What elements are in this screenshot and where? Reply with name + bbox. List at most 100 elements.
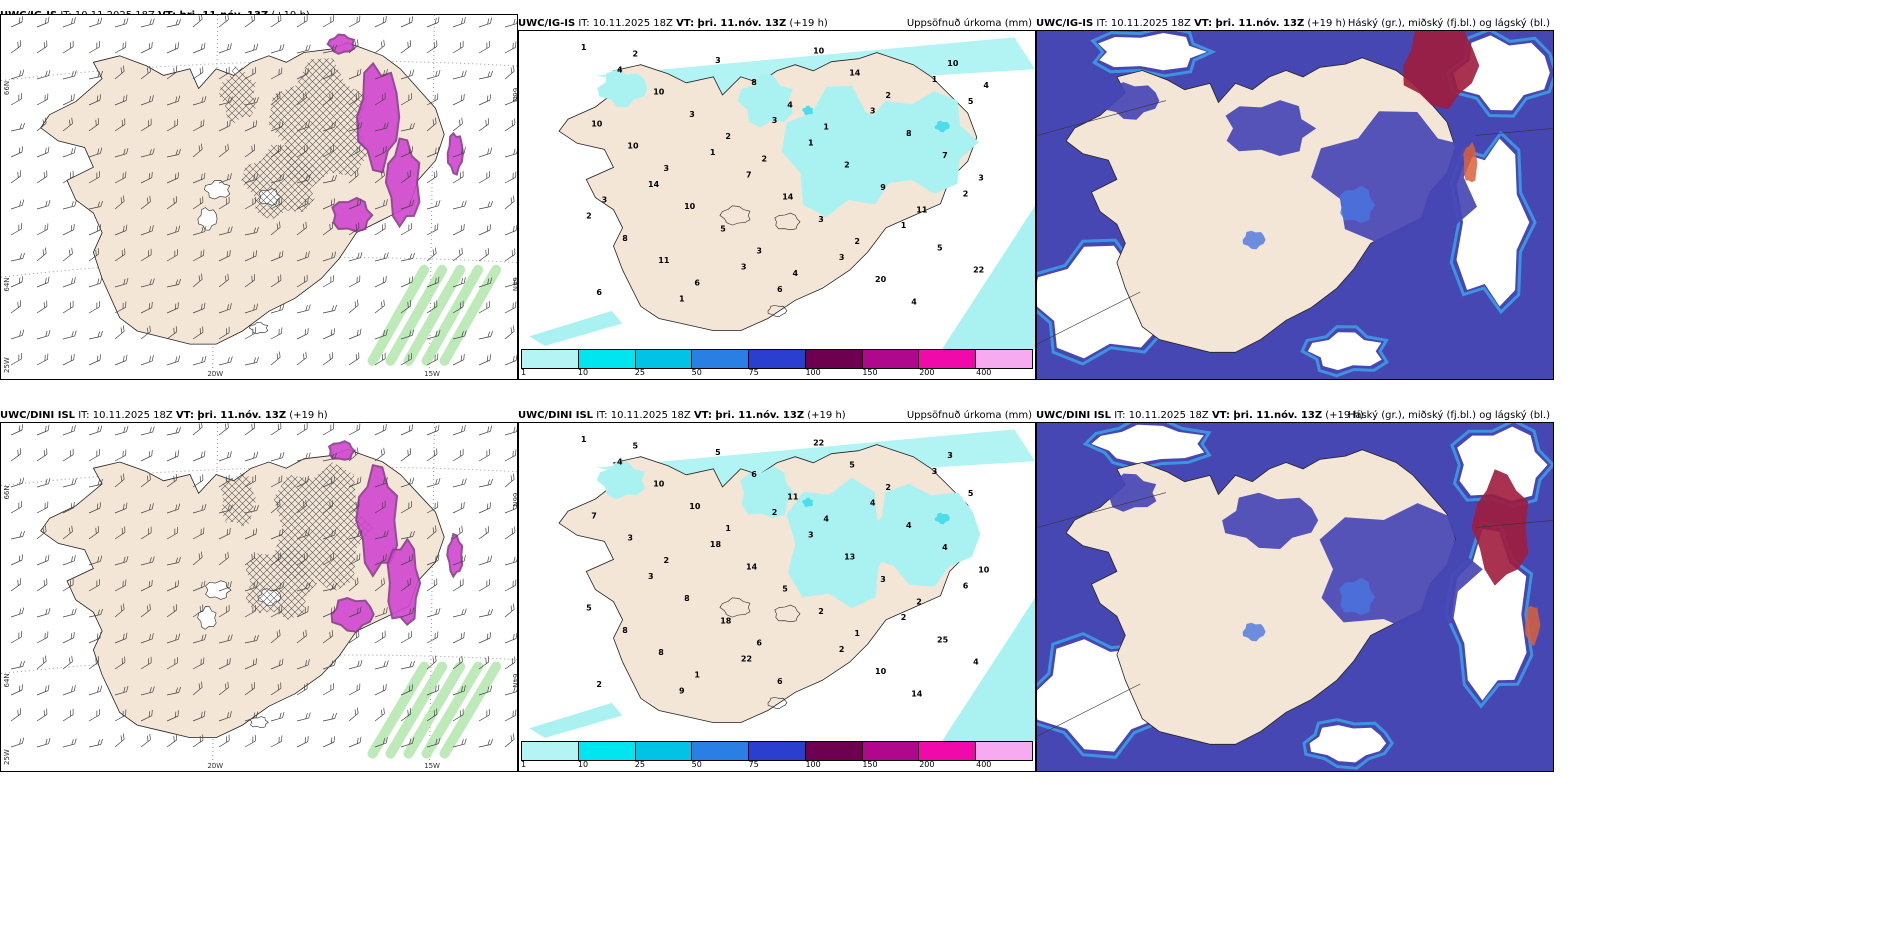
wind-barb — [166, 657, 178, 670]
low-cloud-land — [1100, 473, 1157, 512]
wind-barb — [270, 197, 283, 210]
wind-barb — [322, 712, 337, 722]
precip-value: 6 — [777, 677, 783, 686]
wind-barb — [426, 16, 440, 28]
axis-label: 66N — [511, 88, 517, 102]
wind-barb — [270, 499, 281, 514]
wind-barb — [426, 477, 441, 488]
wind-barb — [10, 122, 25, 132]
wind-barb — [244, 226, 259, 236]
precip-value: 10 — [689, 502, 701, 511]
wind-barb — [114, 733, 125, 748]
wind-barb — [374, 39, 385, 54]
wind-barb — [426, 554, 440, 566]
snow-area — [355, 61, 401, 174]
wind-barb — [192, 42, 206, 54]
wind-barb — [114, 248, 126, 262]
wind-barb — [270, 605, 283, 618]
wind-barb — [140, 503, 154, 514]
wind-barb — [296, 221, 307, 236]
precip-value: 1 — [694, 670, 700, 679]
wind-barb — [114, 118, 126, 132]
wind-barb — [218, 551, 229, 566]
wind-barb — [348, 500, 360, 514]
rain-streak — [367, 661, 430, 759]
wind-barb — [88, 70, 103, 80]
wind-barb — [400, 554, 414, 566]
precip-value: 4 — [906, 521, 912, 530]
rain-streak — [403, 661, 466, 759]
wind-barb — [504, 94, 517, 106]
wind-barb — [218, 43, 232, 54]
wind-barb — [270, 91, 281, 106]
wind-barb — [140, 225, 154, 236]
high-cloud — [1471, 469, 1529, 586]
wind-barb — [140, 148, 155, 158]
wind-barb — [10, 276, 24, 288]
precip-area — [737, 74, 793, 128]
wind-barb — [36, 708, 48, 722]
wind-barb — [166, 686, 181, 696]
wind-barb — [270, 351, 281, 366]
wind-barb — [296, 251, 310, 262]
wind-barb — [166, 148, 181, 158]
wind-barb — [36, 276, 50, 288]
wind-barb — [218, 119, 231, 132]
wind-barb — [10, 737, 25, 748]
precip-value: 7 — [942, 151, 948, 160]
axis-label: 64N — [3, 277, 11, 291]
precip-area — [865, 483, 981, 587]
precip-value: 22 — [813, 438, 824, 447]
wind-barb — [322, 476, 336, 488]
wind-barb — [452, 170, 464, 184]
wind-barb — [374, 329, 388, 340]
wind-barb — [10, 223, 22, 236]
wind-barb — [218, 15, 229, 28]
wind-barb — [270, 581, 285, 592]
legend-swatch — [805, 350, 863, 368]
map-frame: 20W 15W 66N 64N 25W 66N 64N — [0, 422, 518, 772]
legend-tick: 200 — [919, 368, 935, 377]
precip-value: 9 — [679, 686, 685, 695]
wind-barb — [270, 629, 281, 644]
wind-barb — [374, 275, 387, 288]
graticule — [1475, 128, 1553, 136]
init-time: IT: 10.11.2025 18Z — [1114, 410, 1209, 421]
wind-barb — [478, 354, 492, 366]
wind-barb — [192, 302, 206, 314]
wind-barb — [166, 580, 180, 592]
precip-value: 4 — [617, 65, 623, 74]
wind-barb — [62, 578, 74, 592]
wind-barb — [270, 303, 285, 314]
glacier — [204, 179, 231, 200]
precip-value: 18 — [710, 540, 722, 549]
axis-label: 25W — [3, 357, 11, 373]
wind-barb — [140, 556, 155, 566]
wind-barb — [244, 423, 256, 436]
legend-swatch — [522, 742, 579, 760]
wind-barb — [374, 423, 387, 436]
wind-barb — [244, 528, 258, 540]
model-name: UWC/DINI ISL — [518, 410, 594, 421]
wind-barb — [296, 529, 310, 540]
wind-barb — [114, 171, 127, 184]
panel-title: Háský (gr.), miðský (fj.bl.) og lágský (… — [1347, 410, 1550, 421]
wind-barb — [478, 277, 493, 288]
panel-header: UWC/DINI ISL IT: 10.11.2025 18Z VT: þri.… — [1036, 408, 1554, 424]
precip-value: 4 — [870, 499, 876, 508]
wind-barb — [88, 171, 100, 184]
wind-barb — [244, 250, 258, 262]
precip-value: 2 — [586, 212, 592, 221]
precip-value: 10 — [813, 46, 825, 55]
wind-barb — [10, 660, 25, 670]
wind-barb — [62, 93, 75, 106]
wind-barb — [452, 608, 467, 618]
wind-barb — [114, 224, 128, 236]
wind-barb — [36, 477, 51, 488]
wind-barb — [504, 224, 517, 236]
wind-barb — [10, 530, 25, 540]
wind-barb — [322, 500, 334, 514]
wind-barb — [348, 275, 361, 288]
wind-barb — [348, 447, 359, 462]
wind-barb — [244, 274, 256, 288]
